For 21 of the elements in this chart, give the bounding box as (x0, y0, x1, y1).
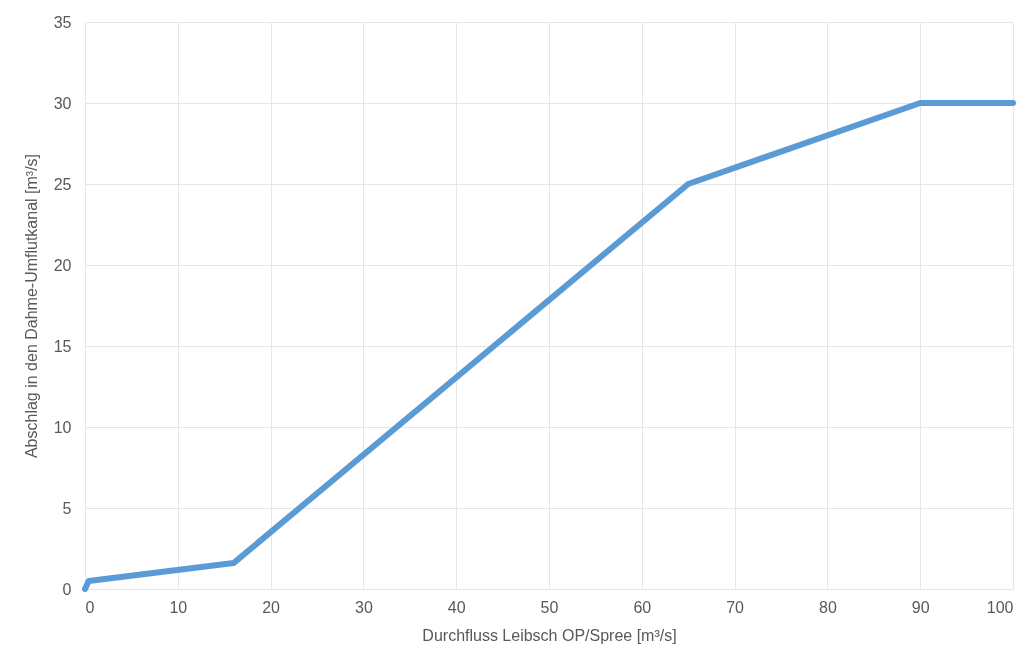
y-tick-label: 15 (53, 337, 72, 355)
y-tick-label: 25 (53, 175, 72, 193)
x-tick-label: 80 (819, 598, 837, 616)
x-tick-label: 0 (85, 598, 95, 616)
x-tick-label: 20 (262, 598, 281, 616)
y-tick-label: 20 (53, 256, 72, 274)
y-tick-label: 5 (62, 499, 72, 517)
x-axis-title: Durchfluss Leibsch OP/Spree [m³/s] (422, 626, 677, 644)
x-tick-label: 40 (447, 598, 466, 616)
y-tick-label: 30 (53, 94, 72, 112)
x-tick-label: 60 (633, 598, 652, 616)
x-tick-label: 90 (911, 598, 930, 616)
x-tick-label: 30 (355, 598, 373, 616)
y-tick-label: 0 (62, 580, 72, 598)
x-tick-label: 50 (540, 598, 559, 616)
x-tick-label: 100 (986, 598, 1014, 616)
y-tick-label: 10 (53, 418, 72, 436)
y-tick-label: 35 (53, 13, 72, 31)
x-tick-label: 70 (726, 598, 745, 616)
x-tick-label: 10 (169, 598, 188, 616)
y-axis-title: Abschlag in den Dahme-Umflutkanal [m³/s] (22, 153, 40, 459)
